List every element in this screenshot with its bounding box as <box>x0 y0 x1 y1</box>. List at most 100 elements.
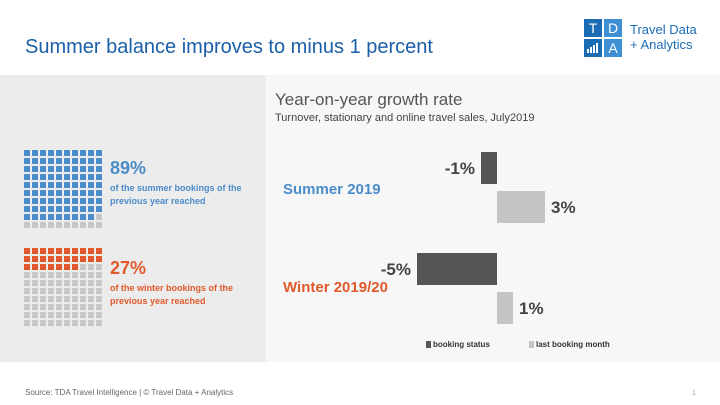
winter-waffle-cell <box>40 264 46 270</box>
winter-waffle-cell <box>88 272 94 278</box>
summer-waffle-cell <box>24 182 30 188</box>
source-footer: Source: TDA Travel Intelligence | © Trav… <box>25 388 234 397</box>
bar-last-booking-month-winter <box>497 292 513 324</box>
summer-waffle-cell <box>96 166 102 172</box>
winter-waffle-cell <box>40 280 46 286</box>
page-number: 1 <box>692 390 696 397</box>
winter-waffle-cell <box>24 256 30 262</box>
winter-waffle-cell <box>64 256 70 262</box>
summer-waffle-cell <box>80 174 86 180</box>
winter-waffle-cell <box>80 256 86 262</box>
summer-waffle-cell <box>96 158 102 164</box>
summer-waffle-cell <box>64 166 70 172</box>
winter-waffle-cell <box>96 272 102 278</box>
category-label-winter: Winter 2019/20 <box>283 279 388 296</box>
legend-label-booking-status: booking status <box>433 340 490 349</box>
summer-waffle-cell <box>80 182 86 188</box>
summer-waffle-cell <box>56 190 62 196</box>
summer-waffle-cell <box>64 198 70 204</box>
summer-waffle-cell <box>64 182 70 188</box>
summer-waffle-cell <box>64 190 70 196</box>
bar-booking-status-summer <box>481 152 497 184</box>
winter-waffle-cell <box>32 272 38 278</box>
winter-waffle-cell <box>48 272 54 278</box>
winter-waffle-cell <box>56 320 62 326</box>
summer-waffle-cell <box>48 206 54 212</box>
winter-waffle-cell <box>72 296 78 302</box>
winter-waffle-cell <box>24 248 30 254</box>
winter-waffle-cell <box>24 280 30 286</box>
summer-waffle-cell <box>72 174 78 180</box>
winter-waffle-cell <box>64 296 70 302</box>
logo-line-2: + Analytics <box>630 37 693 52</box>
summer-waffle-cell <box>40 206 46 212</box>
winter-waffle-cell <box>80 320 86 326</box>
summer-waffle-cell <box>48 150 54 156</box>
winter-waffle-cell <box>80 296 86 302</box>
winter-waffle-cell <box>88 304 94 310</box>
chart-title: Year-on-year growth rate <box>275 90 463 109</box>
summer-waffle-cell <box>88 190 94 196</box>
summer-waffle-cell <box>64 214 70 220</box>
summer-waffle-cell <box>72 214 78 220</box>
summer-waffle-cell <box>88 166 94 172</box>
category-label-summer: Summer 2019 <box>283 181 381 198</box>
summer-waffle-cell <box>56 214 62 220</box>
summer-waffle-cell <box>32 190 38 196</box>
summer-waffle-cell <box>40 198 46 204</box>
winter-waffle-cell <box>72 304 78 310</box>
bar-booking-status-winter <box>417 253 497 285</box>
winter-waffle-cell <box>80 304 86 310</box>
winter-waffle-cell <box>72 256 78 262</box>
summer-waffle-cell <box>88 198 94 204</box>
summer-waffle-cell <box>32 158 38 164</box>
summer-waffle-cell <box>40 150 46 156</box>
logo-mark: T D A <box>583 18 623 58</box>
winter-waffle-cell <box>48 312 54 318</box>
winter-waffle-cell <box>80 272 86 278</box>
legend-swatch-booking-status <box>426 341 431 348</box>
legend-label-last-booking-month: last booking month <box>536 340 610 349</box>
winter-waffle-cell <box>48 320 54 326</box>
winter-waffle-cell <box>48 296 54 302</box>
summer-waffle-cell <box>64 150 70 156</box>
winter-waffle-cell <box>48 304 54 310</box>
summer-waffle-cell <box>88 222 94 228</box>
summer-waffle-cell <box>56 158 62 164</box>
summer-waffle-chart <box>24 150 102 228</box>
winter-waffle-cell <box>96 320 102 326</box>
chart-panel <box>266 75 720 362</box>
summer-waffle-cell <box>40 214 46 220</box>
winter-waffle-cell <box>56 272 62 278</box>
winter-waffle-cell <box>96 296 102 302</box>
winter-waffle-cell <box>40 304 46 310</box>
logo-line-1: Travel Data <box>630 22 697 37</box>
winter-waffle-cell <box>56 264 62 270</box>
winter-waffle-cell <box>80 248 86 254</box>
summer-waffle-cell <box>24 222 30 228</box>
summer-waffle-cell <box>96 222 102 228</box>
winter-waffle-cell <box>32 320 38 326</box>
winter-waffle-cell <box>64 320 70 326</box>
winter-waffle-cell <box>72 264 78 270</box>
summer-waffle-cell <box>80 190 86 196</box>
winter-waffle-cell <box>32 304 38 310</box>
winter-waffle-cell <box>72 248 78 254</box>
summer-percent: 89% <box>110 158 147 178</box>
winter-waffle-cell <box>96 288 102 294</box>
winter-waffle-cell <box>40 272 46 278</box>
winter-waffle-cell <box>48 280 54 286</box>
data-label-last-booking-month-winter: 1% <box>519 299 544 318</box>
winter-waffle-cell <box>64 280 70 286</box>
summer-waffle-cell <box>24 198 30 204</box>
summer-waffle-cell <box>80 166 86 172</box>
winter-waffle-cell <box>24 312 30 318</box>
summer-waffle-cell <box>56 222 62 228</box>
chart-subtitle: Turnover, stationary and online travel s… <box>275 112 535 124</box>
summer-waffle-cell <box>88 174 94 180</box>
legend-swatch-last-booking-month <box>529 341 534 348</box>
winter-description: of the winter bookings of the previous y… <box>110 283 233 306</box>
summer-waffle-cell <box>40 190 46 196</box>
winter-waffle-cell <box>24 304 30 310</box>
summer-waffle-cell <box>72 166 78 172</box>
